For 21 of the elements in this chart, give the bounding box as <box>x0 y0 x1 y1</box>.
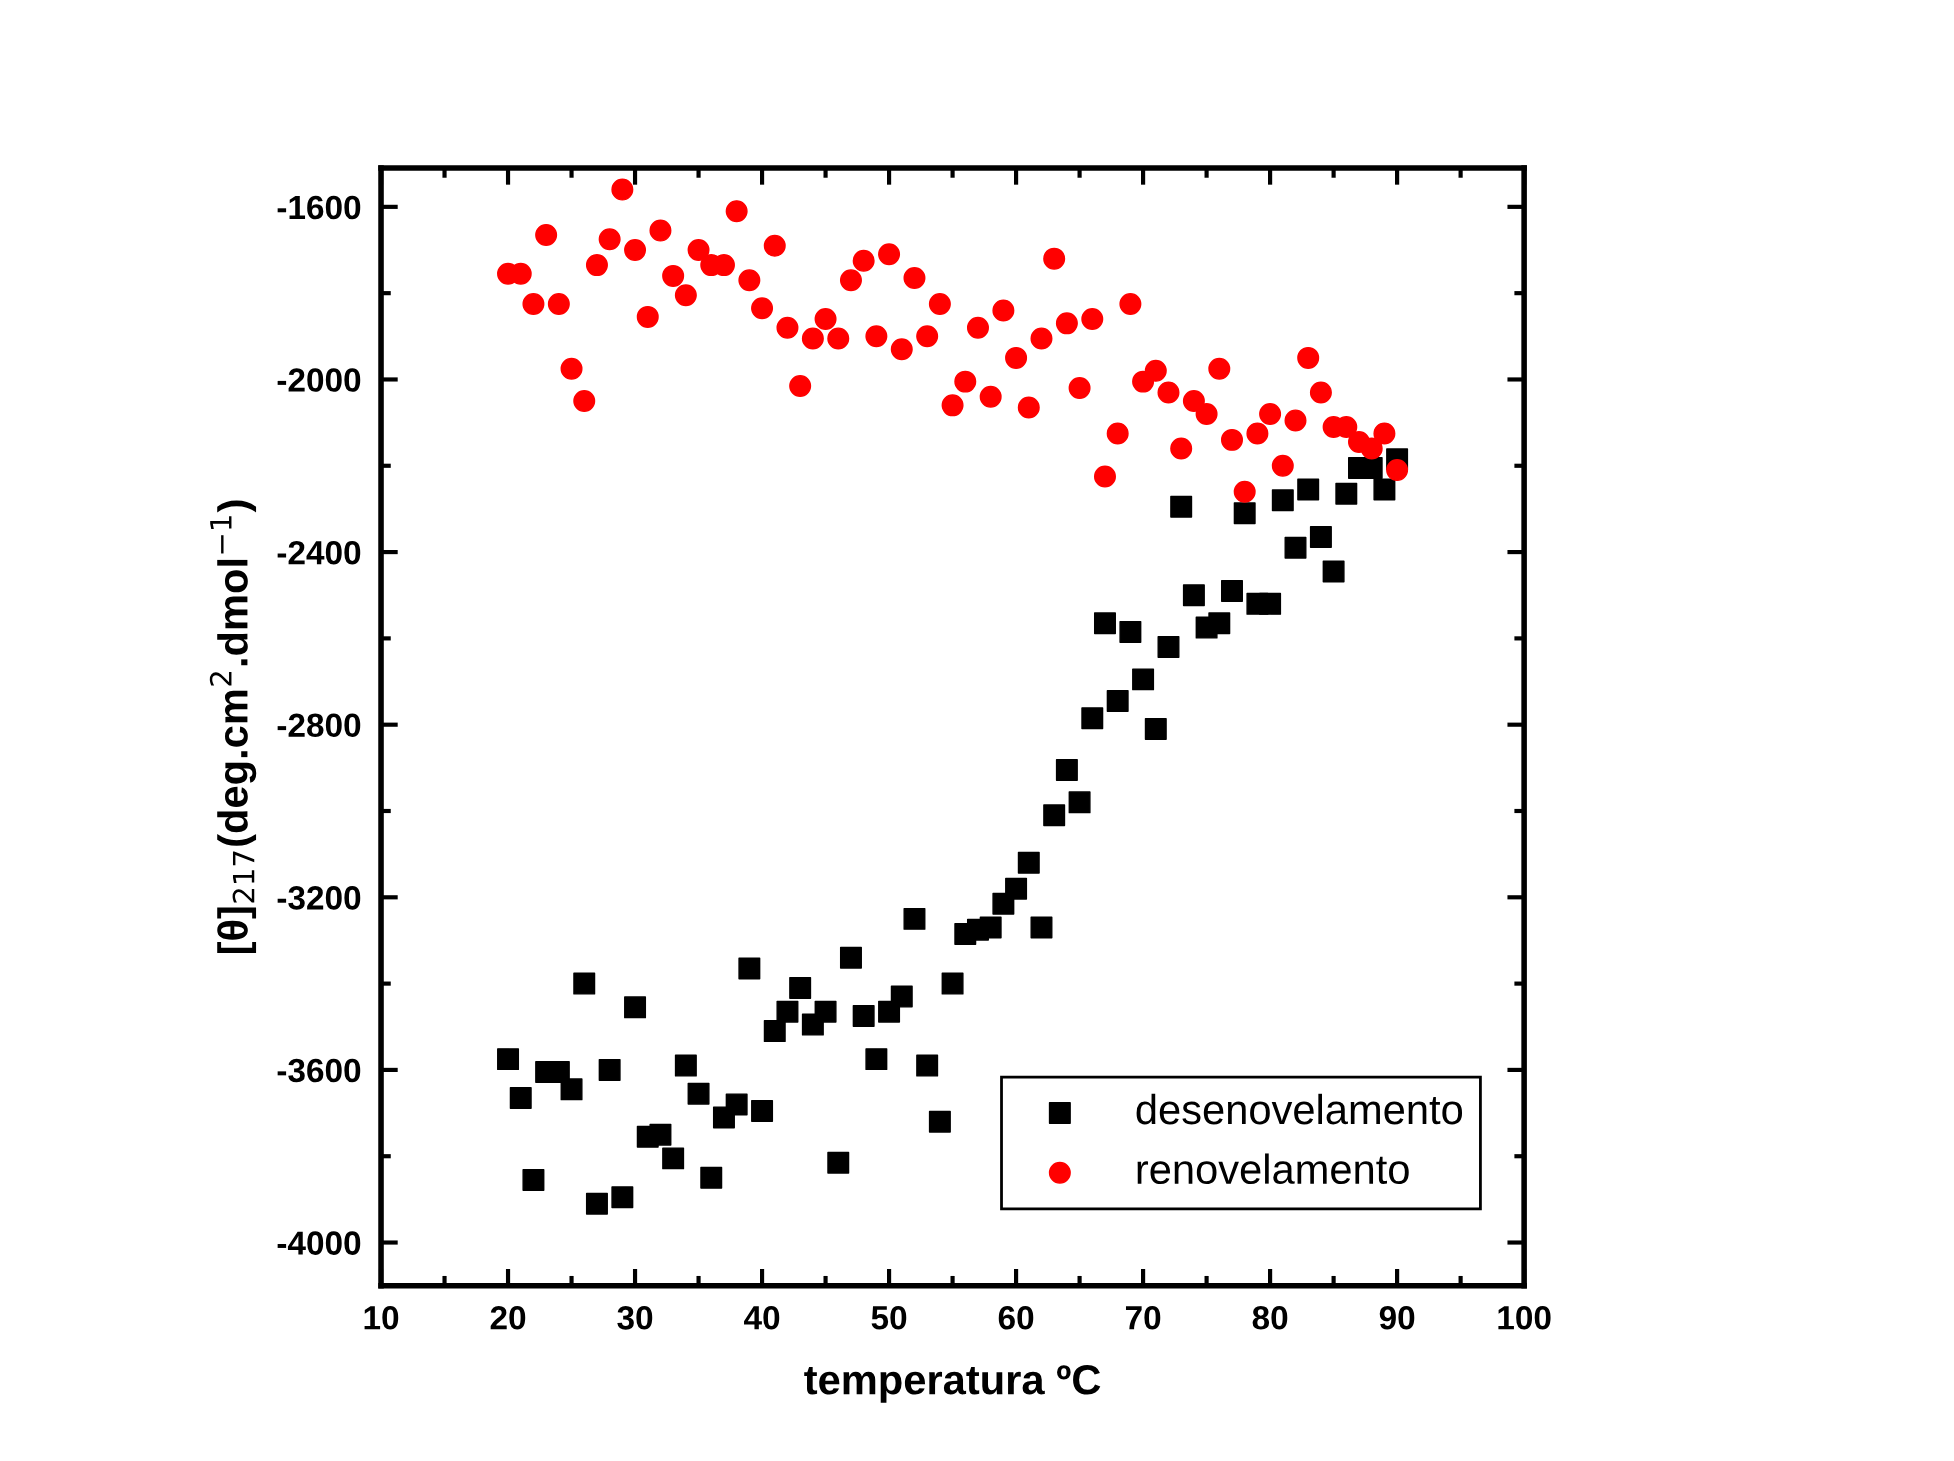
x-axis-title: temperatura ºC <box>804 1365 1101 1403</box>
x-tick-label: 90 <box>1379 1306 1415 1330</box>
x-tick-label: 100 <box>1498 1306 1551 1330</box>
x-tick-label: 60 <box>998 1306 1034 1330</box>
y-tick-label: -3600 <box>277 1058 361 1083</box>
y-tick-label: -1600 <box>277 195 361 220</box>
x-tick-label: 10 <box>364 1306 399 1330</box>
x-tick-label: 70 <box>1125 1306 1161 1330</box>
x-tick-label: 50 <box>871 1306 907 1330</box>
y-tick-label: -2400 <box>277 540 361 565</box>
legend-label: renovelamento <box>1137 1153 1409 1185</box>
y-tick-label: -2800 <box>277 713 361 738</box>
x-tick-label: 40 <box>744 1306 780 1330</box>
legend-label: desenovelamento <box>1136 1093 1463 1125</box>
x-tick-label: 80 <box>1252 1306 1288 1330</box>
x-tick-label: 30 <box>617 1306 653 1330</box>
y-tick-label: -2000 <box>277 368 361 392</box>
y-tick-label: -4000 <box>277 1231 361 1255</box>
y-tick-label: -3200 <box>277 886 361 910</box>
x-tick-label: 20 <box>490 1306 526 1330</box>
y-axis-title: [θ]$_{217}$(deg.cm$^{2}$.dmol$^{−1}$) <box>209 500 257 954</box>
